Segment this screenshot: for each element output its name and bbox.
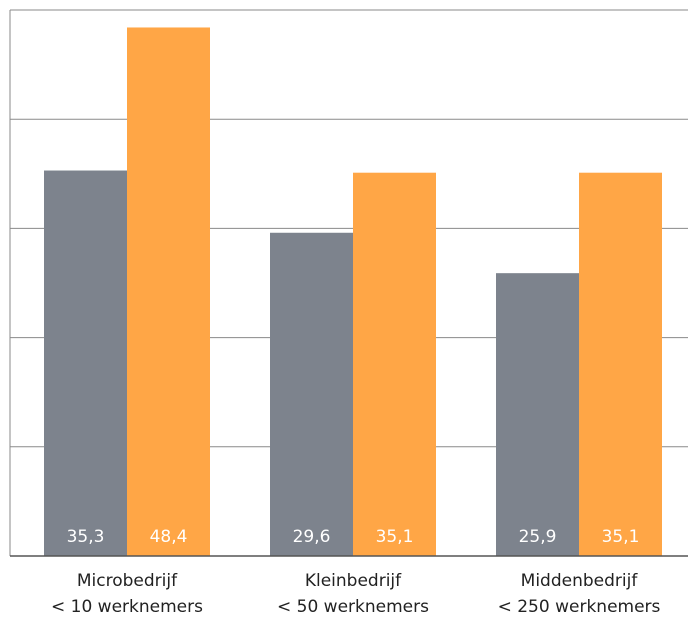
x-tick-label: < 250 werknemers (498, 597, 661, 617)
bar-series-2-cat-1 (127, 27, 210, 557)
data-labels: 35,3 48,4 29,6 35,1 25,9 35,1 (67, 527, 640, 547)
x-tick-labels: Microbedrijf < 10 werknemers Kleinbedrijf <… (51, 571, 661, 617)
data-label: 35,1 (602, 527, 640, 547)
data-label: 25,9 (519, 527, 557, 547)
bar-series-1-cat-3 (496, 273, 579, 556)
data-label: 29,6 (293, 527, 331, 547)
bar-series-2-cat-3 (579, 172, 662, 556)
data-label: 35,1 (376, 527, 414, 547)
bars (44, 27, 662, 557)
x-tick-label: Middenbedrijf (521, 571, 639, 591)
data-label: 35,3 (67, 527, 105, 547)
x-tick-label: < 10 werknemers (51, 597, 203, 617)
data-label: 48,4 (150, 527, 188, 547)
x-tick-label: Microbedrijf (77, 571, 178, 591)
bar-series-2-cat-2 (353, 172, 436, 556)
x-tick-label: Kleinbedrijf (305, 571, 402, 591)
bar-series-1-cat-2 (270, 232, 353, 556)
x-tick-label: < 50 werknemers (277, 597, 429, 617)
bar-series-1-cat-1 (44, 170, 127, 557)
